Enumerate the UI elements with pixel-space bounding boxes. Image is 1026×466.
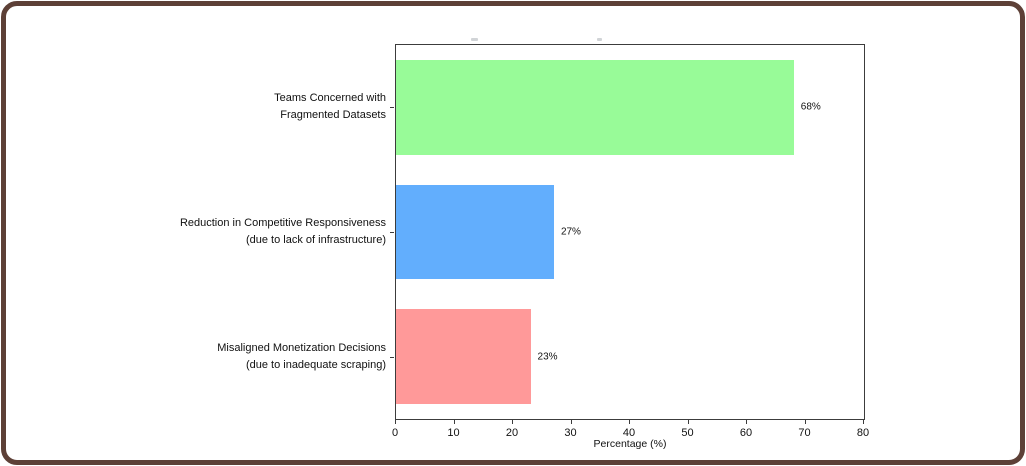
bar xyxy=(396,309,531,405)
y-axis-tick xyxy=(390,107,394,109)
x-axis-tick xyxy=(746,420,747,424)
x-tick-label: 40 xyxy=(622,427,636,439)
x-tick-label: 50 xyxy=(681,427,694,439)
plot-area: 68% 27% 23% xyxy=(390,44,865,420)
x-tick-label: 60 xyxy=(739,427,753,439)
x-axis-tick xyxy=(687,420,689,424)
bar-value-label: 68% xyxy=(800,101,821,113)
x-axis-tick xyxy=(512,420,513,424)
x-axis-tick xyxy=(453,420,455,424)
bar-value-label: 23% xyxy=(537,351,558,363)
bar xyxy=(396,184,554,280)
category-label: Misaligned Monetization Decisions (due t… xyxy=(217,341,386,371)
x-axis-tick xyxy=(629,420,630,424)
x-axis-tick xyxy=(863,420,864,424)
x-axis-tick xyxy=(570,420,572,424)
clipped-title-artifact xyxy=(471,38,478,41)
y-axis-tick xyxy=(390,232,394,233)
x-axis-title: Percentage (%) xyxy=(593,438,667,450)
x-tick-label: 30 xyxy=(564,427,577,439)
clipped-title-artifact xyxy=(597,38,602,41)
x-axis-ticks: 0 10 20 30 40 50 60 70 80 xyxy=(391,420,869,444)
x-tick-label: 70 xyxy=(798,427,811,439)
category-labels: Teams Concerned with Fragmented Datasets… xyxy=(56,45,386,419)
x-axis-tick xyxy=(804,420,806,424)
x-tick-label: 0 xyxy=(391,427,399,439)
x-tick-label: 20 xyxy=(505,427,519,439)
category-label: Reduction in Competitive Responsiveness … xyxy=(179,216,386,246)
category-label: Teams Concerned with Fragmented Datasets xyxy=(274,92,386,122)
bar-value-label: 27% xyxy=(560,226,581,238)
bar xyxy=(396,59,794,155)
x-tick-label: 80 xyxy=(856,427,870,439)
y-axis-tick xyxy=(390,356,394,358)
x-axis-tick xyxy=(395,420,396,424)
x-tick-label: 10 xyxy=(447,427,460,439)
